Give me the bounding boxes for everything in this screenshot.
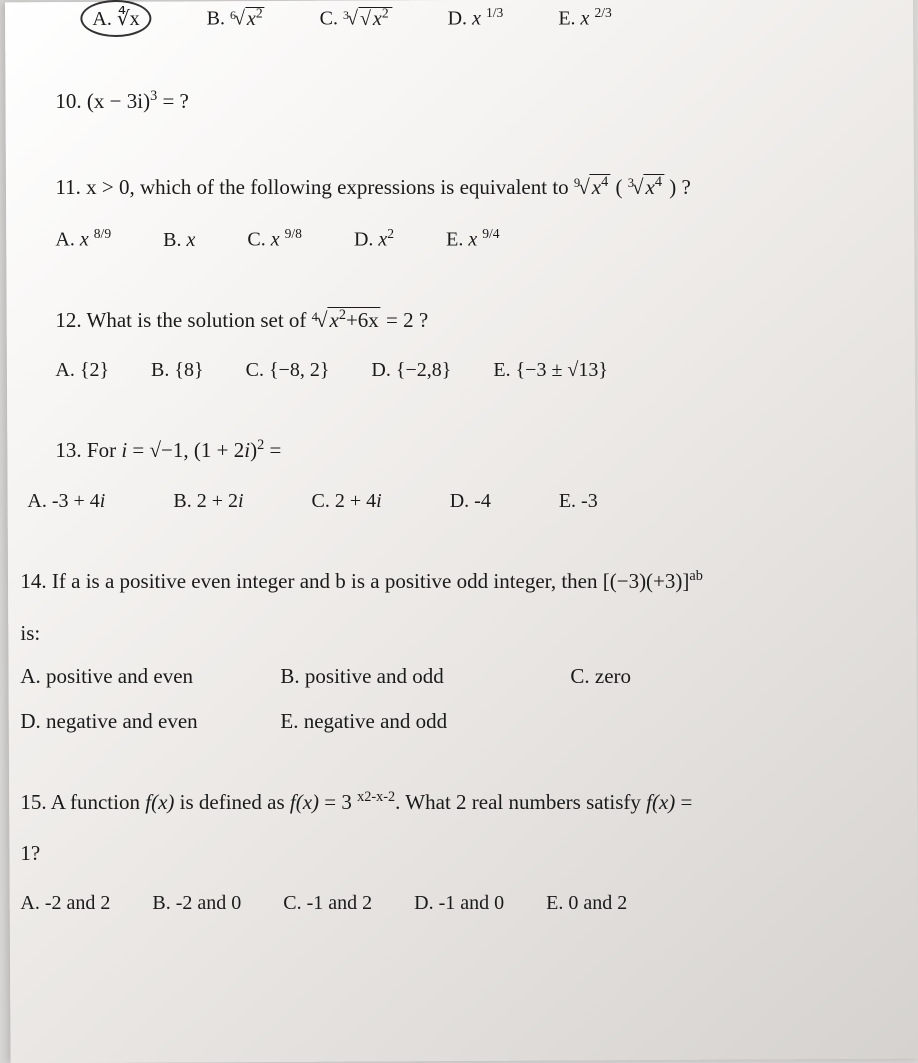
- q11-text: 11. x > 0, which of the following expres…: [55, 171, 875, 205]
- q12-choice-a: A. {2}: [55, 359, 109, 382]
- q13: 13. For i = √−1, (1 + 2i)2 = A. -3 + 4i …: [55, 434, 875, 513]
- q15-choice-d: D. -1 and 0: [414, 892, 504, 915]
- q14-choice-a: A. positive and even: [20, 664, 280, 689]
- q9-choice-d: D. x 1/3: [448, 5, 504, 31]
- q13-choices: A. -3 + 4i B. 2 + 2i C. 2 + 4i D. -4 E. …: [27, 490, 875, 513]
- q9-choice-b: B. 6√x2: [207, 5, 265, 31]
- q14-is: is:: [20, 621, 875, 646]
- q15-choice-b: B. -2 and 0: [152, 892, 241, 915]
- q14: 14. If a is a positive even integer and …: [20, 565, 875, 734]
- q13-choice-a: A. -3 + 4i: [27, 490, 105, 513]
- q12-choice-d: D. {−2,8}: [371, 359, 451, 382]
- q13-choice-e: E. -3: [559, 490, 598, 513]
- q10: 10. (x − 3i)3 = ?: [55, 85, 875, 119]
- q14-choice-b: B. positive and odd: [280, 664, 570, 689]
- q11-choice-c: C. x 9/8: [247, 226, 302, 252]
- q12-text: 12. What is the solution set of 4√x2+6x …: [55, 304, 875, 338]
- q10-text: 10. (x − 3i)3 = ?: [55, 85, 875, 119]
- q9-choice-c: C. 3√√x2: [320, 5, 393, 31]
- q14-choice-e: E. negative and odd: [280, 709, 570, 734]
- q14-choice-c: C. zero: [570, 664, 770, 689]
- q11-choice-a: A. x 8/9: [55, 226, 111, 252]
- q15-choice-a: A. -2 and 2: [20, 892, 110, 915]
- q11-choice-d: D. x2: [354, 226, 394, 252]
- q12-choice-e: E. {−3 ± √13}: [493, 359, 608, 382]
- q15: 15. A function f(x) is defined as f(x) =…: [20, 786, 875, 916]
- q12-choice-c: C. {−8, 2}: [246, 359, 330, 382]
- q13-choice-d: D. -4: [450, 490, 491, 513]
- q9-choice-a: A. ∜x: [80, 0, 151, 37]
- q12-choices: A. {2} B. {8} C. {−8, 2} D. {−2,8} E. {−…: [55, 359, 875, 382]
- q11-choice-b: B. x: [163, 229, 195, 252]
- q15-choice-c: C. -1 and 2: [283, 892, 372, 915]
- q11-choices: A. x 8/9 B. x C. x 9/8 D. x2 E. x 9/4: [55, 226, 875, 252]
- q9-choice-e: E. x 2/3: [558, 5, 611, 31]
- q15-text: 15. A function f(x) is defined as f(x) =…: [20, 786, 875, 820]
- q9-choices: A. ∜x B. 6√x2 C. 3√√x2 D. x 1/3 E. x 2/3: [55, 0, 875, 37]
- q13-choice-c: C. 2 + 4i: [312, 490, 382, 513]
- q12-choice-b: B. {8}: [151, 359, 204, 382]
- q11-choice-e: E. x 9/4: [446, 226, 499, 252]
- q13-text: 13. For i = √−1, (1 + 2i)2 =: [55, 434, 875, 468]
- q14-choices: A. positive and even B. positive and odd…: [20, 664, 875, 734]
- q14-text: 14. If a is a positive even integer and …: [20, 565, 875, 599]
- q15-choice-e: E. 0 and 2: [546, 892, 627, 915]
- q13-choice-b: B. 2 + 2i: [173, 490, 243, 513]
- q15-one: 1?: [20, 841, 875, 866]
- q14-choice-d: D. negative and even: [20, 709, 280, 734]
- q11: 11. x > 0, which of the following expres…: [55, 171, 875, 252]
- q15-choices: A. -2 and 2 B. -2 and 0 C. -1 and 2 D. -…: [20, 892, 875, 915]
- q12: 12. What is the solution set of 4√x2+6x …: [55, 304, 875, 383]
